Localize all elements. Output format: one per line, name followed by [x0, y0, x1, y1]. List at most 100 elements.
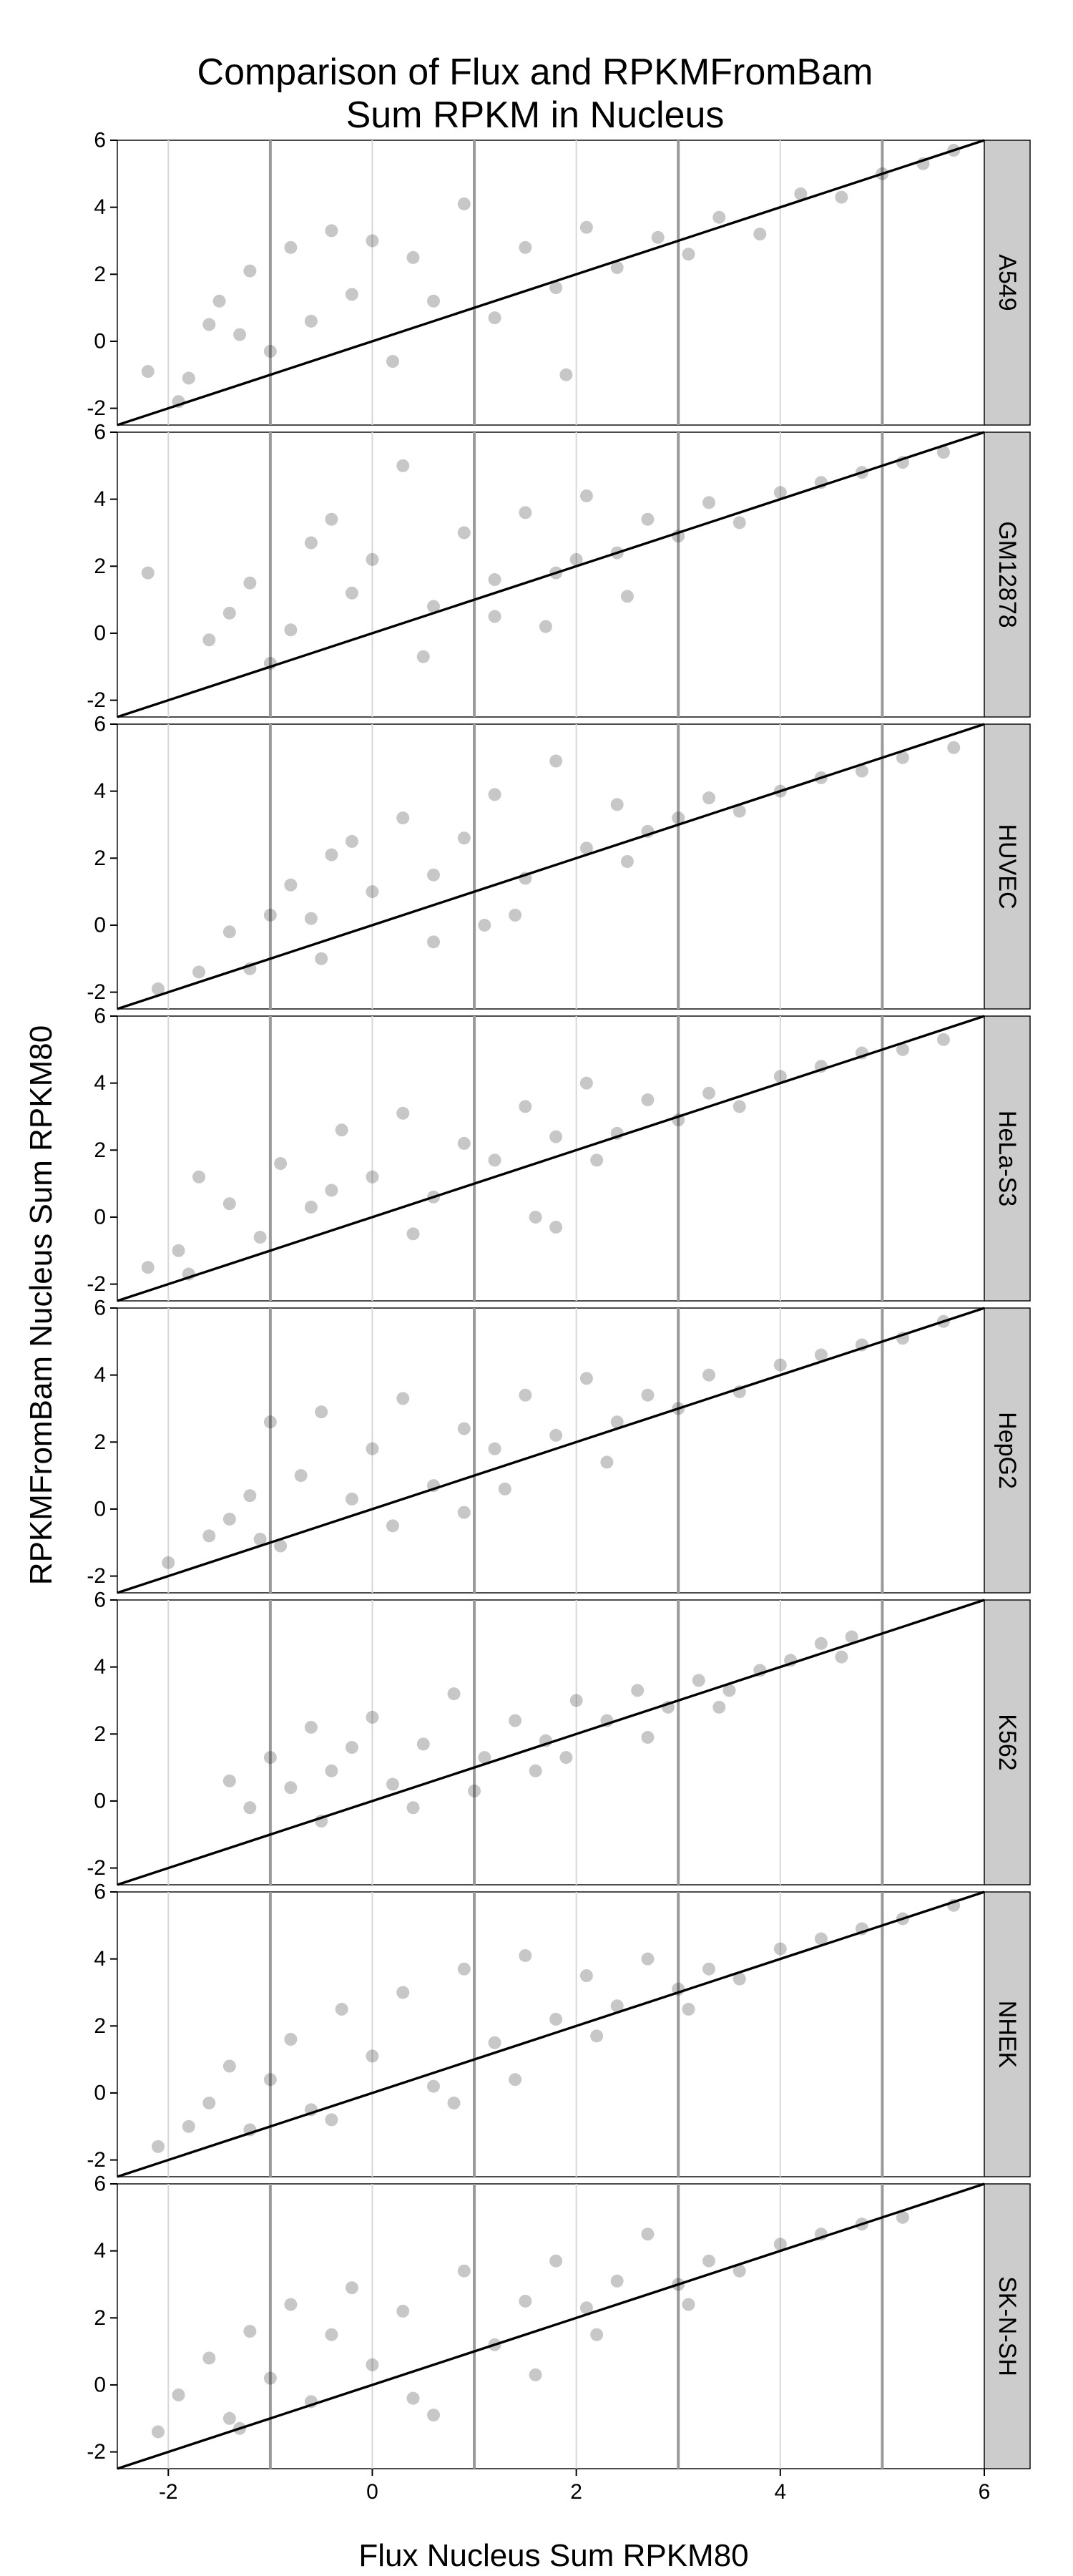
data-point [274, 1539, 288, 1553]
data-point [896, 2210, 909, 2224]
data-point [304, 314, 318, 328]
data-point [284, 2033, 298, 2046]
points-layer [222, 1630, 858, 1828]
facet-panel: SK-N-SH -2 0 2 4 6 -2 0 2 4 6 [87, 2172, 1031, 2504]
facet-label: HepG2 [994, 1412, 1021, 1489]
facet-panel: HUVEC -2 0 2 4 6 [87, 713, 1031, 1010]
data-point [243, 576, 257, 590]
data-point [366, 885, 379, 899]
data-point [672, 811, 685, 825]
facet-label: NHEK [994, 2001, 1021, 2069]
data-point [325, 512, 338, 526]
y-tick-label: 0 [94, 2373, 106, 2396]
y-tick-label: 0 [94, 2081, 106, 2104]
data-point [345, 1492, 358, 1506]
y-tick-label: 2 [94, 263, 106, 286]
y-tick-label: -2 [87, 1856, 106, 1880]
facet-strip [984, 1599, 1031, 1885]
y-tick-label: 4 [94, 779, 106, 803]
data-point [579, 1969, 593, 1983]
data-point [549, 1428, 563, 1442]
data-point [447, 1687, 461, 1701]
data-point [152, 2425, 165, 2439]
data-point [447, 2096, 461, 2109]
data-point [610, 798, 624, 811]
data-point [325, 2113, 338, 2127]
y-tick-label: 4 [94, 1363, 106, 1387]
y-tick-label: 4 [94, 1947, 106, 1971]
data-point [498, 1482, 511, 1496]
identity-line [117, 723, 985, 1010]
data-point [222, 925, 236, 939]
data-point [366, 1170, 379, 1184]
data-point [182, 2119, 195, 2133]
data-point [222, 2059, 236, 2073]
data-point [509, 908, 522, 922]
data-point [845, 1630, 858, 1644]
y-tick-label: 0 [94, 1497, 106, 1521]
data-point [488, 1442, 501, 1455]
facet-panel: GM12878 -2 0 2 4 6 [87, 421, 1031, 718]
data-point [253, 1533, 267, 1546]
data-point [641, 1388, 655, 1402]
data-point [620, 854, 634, 868]
data-point [733, 1100, 746, 1113]
data-point [141, 1261, 155, 1274]
data-point [814, 1932, 828, 1946]
identity-line [117, 139, 985, 426]
data-point [274, 1157, 288, 1171]
data-point [222, 1774, 236, 1787]
data-point [294, 1469, 308, 1483]
data-point [457, 1136, 471, 1150]
y-tick-label: 6 [94, 1880, 106, 1904]
data-point [722, 1684, 736, 1697]
y-tick-label: 4 [94, 1655, 106, 1679]
data-point [519, 240, 532, 254]
y-tick-label: 4 [94, 487, 106, 511]
data-point [549, 754, 563, 768]
facet-strip [984, 723, 1031, 1010]
data-point [233, 328, 247, 341]
data-point [773, 1070, 787, 1083]
data-point [773, 2238, 787, 2251]
data-point [712, 1700, 726, 1714]
data-point [702, 1962, 716, 1976]
data-point [202, 318, 216, 331]
data-point [641, 1952, 655, 1966]
data-point [692, 1674, 705, 1687]
data-point [936, 1033, 950, 1046]
data-point [427, 868, 441, 882]
data-point [192, 965, 206, 979]
data-point [386, 1777, 399, 1791]
data-point [416, 1737, 430, 1751]
data-point [529, 2368, 542, 2381]
data-point [896, 1043, 909, 1056]
data-point [406, 2391, 420, 2405]
data-point [468, 1784, 481, 1797]
data-point [529, 1210, 542, 1224]
data-point [345, 834, 358, 848]
identity-line [117, 1015, 985, 1302]
data-point [141, 365, 155, 379]
facet-strip [984, 1015, 1031, 1302]
data-point [427, 294, 441, 308]
y-tick-label: 2 [94, 555, 106, 578]
identity-line [117, 2182, 985, 2470]
data-point [284, 623, 298, 637]
data-point [172, 1244, 185, 1257]
facet-panel: A549 -2 0 2 4 6 [87, 129, 1031, 426]
data-point [702, 1368, 716, 1382]
data-point [325, 2328, 338, 2341]
data-point [457, 831, 471, 845]
data-point [345, 586, 358, 600]
data-point [488, 1153, 501, 1167]
data-point [651, 230, 665, 244]
y-tick-label: 2 [94, 1430, 106, 1454]
identity-line [117, 431, 985, 718]
data-point [559, 1751, 573, 1765]
data-point [641, 1730, 655, 1744]
facet-label: A549 [994, 254, 1021, 311]
data-point [773, 486, 787, 499]
data-point [682, 2298, 695, 2311]
